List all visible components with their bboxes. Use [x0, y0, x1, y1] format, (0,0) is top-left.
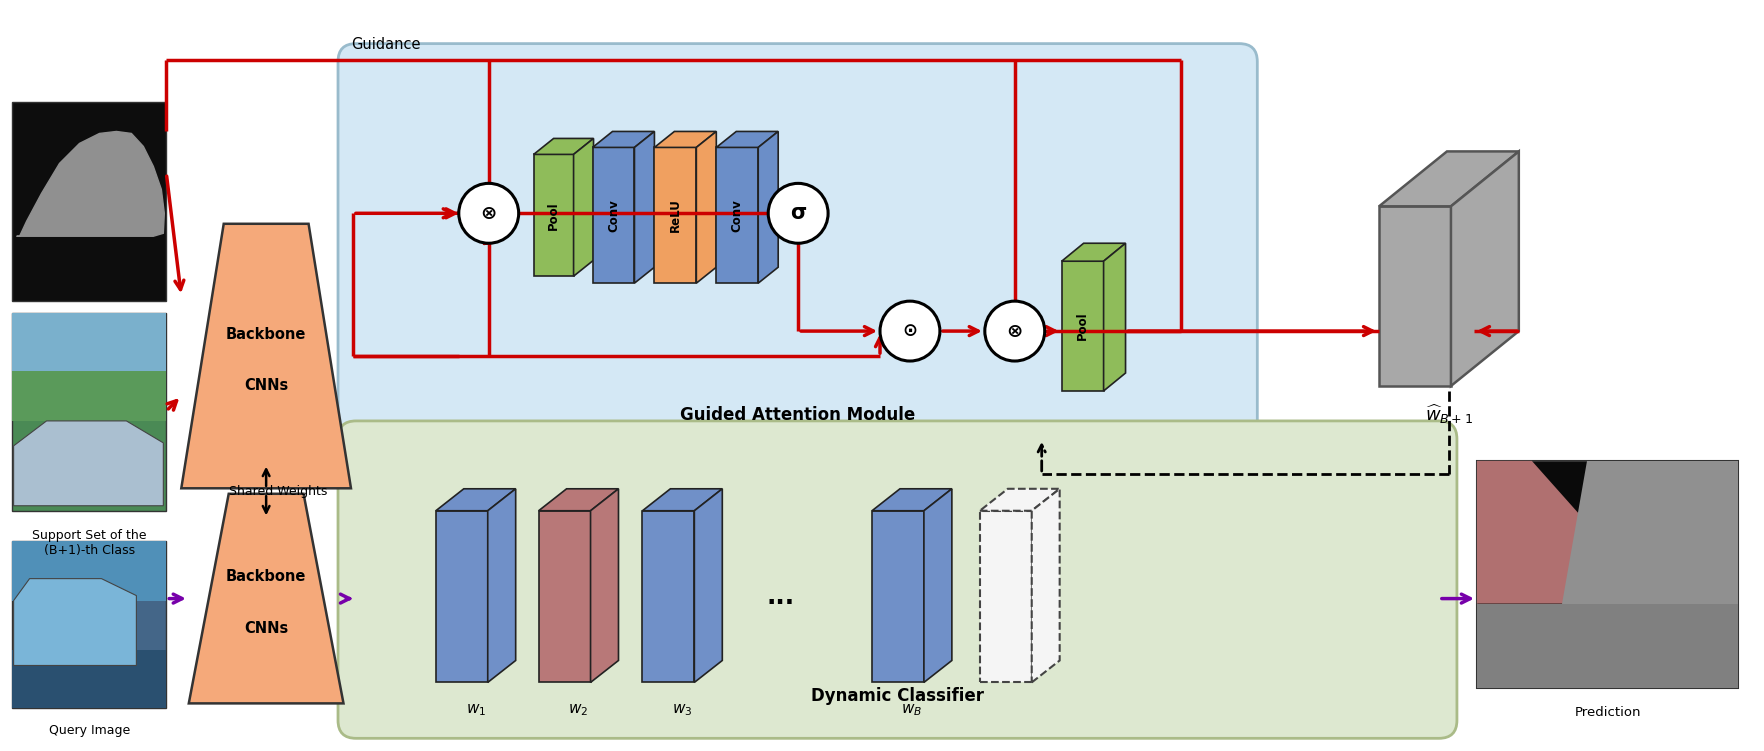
Text: Backbone: Backbone: [226, 569, 307, 584]
Polygon shape: [979, 489, 1058, 511]
FancyBboxPatch shape: [12, 101, 166, 301]
Polygon shape: [1476, 461, 1596, 604]
Polygon shape: [871, 511, 923, 683]
Polygon shape: [642, 489, 721, 511]
Polygon shape: [12, 541, 166, 601]
Polygon shape: [533, 138, 593, 155]
Polygon shape: [14, 578, 136, 665]
Text: Pool: Pool: [547, 201, 559, 230]
Polygon shape: [654, 147, 697, 283]
Text: ⊗: ⊗: [480, 204, 497, 223]
Circle shape: [767, 183, 827, 243]
Polygon shape: [436, 489, 515, 511]
Text: ...: ...: [766, 584, 794, 608]
Polygon shape: [759, 131, 778, 283]
FancyBboxPatch shape: [12, 541, 166, 708]
Text: Conv: Conv: [607, 199, 619, 231]
Polygon shape: [923, 489, 951, 683]
Text: ReLU: ReLU: [669, 198, 681, 232]
Polygon shape: [1102, 243, 1125, 391]
Polygon shape: [1561, 461, 1738, 604]
Polygon shape: [642, 511, 693, 683]
Text: ⊗: ⊗: [1005, 321, 1023, 341]
Polygon shape: [979, 511, 1032, 683]
Text: Conv: Conv: [730, 199, 743, 231]
Polygon shape: [716, 131, 778, 147]
Polygon shape: [12, 371, 166, 421]
Text: Dynamic Classifier: Dynamic Classifier: [810, 687, 983, 705]
Polygon shape: [16, 131, 164, 237]
Text: $w_B$: $w_B$: [901, 702, 923, 718]
Text: Query Image: Query Image: [49, 725, 131, 737]
Text: Guidance: Guidance: [351, 37, 420, 52]
Polygon shape: [1378, 207, 1450, 386]
Polygon shape: [12, 313, 166, 371]
Polygon shape: [14, 421, 164, 505]
Polygon shape: [538, 511, 591, 683]
Text: Pool: Pool: [1076, 312, 1088, 340]
Polygon shape: [593, 131, 654, 147]
Polygon shape: [189, 493, 344, 704]
Polygon shape: [1476, 604, 1738, 689]
Text: ⊙: ⊙: [901, 322, 917, 340]
Polygon shape: [654, 131, 716, 147]
Polygon shape: [1062, 243, 1125, 261]
FancyBboxPatch shape: [339, 421, 1455, 738]
FancyBboxPatch shape: [12, 313, 166, 511]
Circle shape: [459, 183, 519, 243]
FancyBboxPatch shape: [1476, 461, 1738, 689]
Text: $w_1$: $w_1$: [466, 702, 485, 718]
Polygon shape: [1378, 152, 1519, 207]
Text: Prediction: Prediction: [1573, 707, 1641, 719]
Text: Shared Weights: Shared Weights: [229, 484, 326, 497]
Polygon shape: [538, 489, 617, 511]
Polygon shape: [593, 147, 633, 283]
Polygon shape: [533, 155, 573, 276]
Polygon shape: [633, 131, 654, 283]
Text: Backbone: Backbone: [226, 327, 307, 342]
Polygon shape: [1062, 261, 1102, 391]
Text: Guided Attention Module: Guided Attention Module: [679, 406, 916, 424]
Text: CNNs: CNNs: [243, 379, 288, 394]
Polygon shape: [1450, 152, 1519, 386]
Text: $w_3$: $w_3$: [672, 702, 691, 718]
Circle shape: [984, 301, 1044, 361]
Polygon shape: [871, 489, 951, 511]
Polygon shape: [697, 131, 716, 283]
Text: $w_2$: $w_2$: [568, 702, 589, 718]
Polygon shape: [1032, 489, 1058, 683]
Text: $\widehat{w}_{B+1}$: $\widehat{w}_{B+1}$: [1424, 404, 1471, 427]
FancyBboxPatch shape: [339, 44, 1256, 461]
Text: σ: σ: [790, 204, 806, 223]
Polygon shape: [716, 147, 759, 283]
Polygon shape: [487, 489, 515, 683]
Polygon shape: [591, 489, 617, 683]
Text: CNNs: CNNs: [243, 621, 288, 636]
Polygon shape: [182, 224, 351, 488]
Circle shape: [880, 301, 940, 361]
Polygon shape: [693, 489, 721, 683]
Polygon shape: [573, 138, 593, 276]
Text: Support Set of the
(B+1)-th Class: Support Set of the (B+1)-th Class: [32, 529, 146, 556]
Polygon shape: [436, 511, 487, 683]
Polygon shape: [12, 650, 166, 708]
